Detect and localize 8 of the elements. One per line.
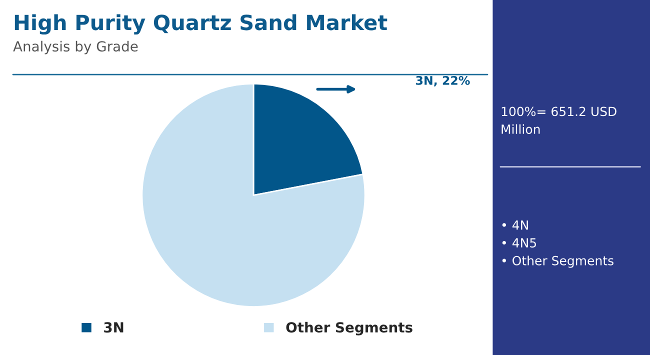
legend-label: 3N xyxy=(104,322,124,333)
legend-label: Other Segments xyxy=(286,322,412,336)
text: 100%= 651.2 USD Million xyxy=(502,106,616,134)
text: • 4N • 4N5 • Other Segments xyxy=(502,220,614,268)
pie-slice xyxy=(141,82,366,308)
data-label: 3N, 22% xyxy=(416,76,470,86)
chart-subtitle: Analysis by Grade xyxy=(13,40,138,54)
chart-title: High Purity Quartz Sand Market xyxy=(14,14,388,35)
